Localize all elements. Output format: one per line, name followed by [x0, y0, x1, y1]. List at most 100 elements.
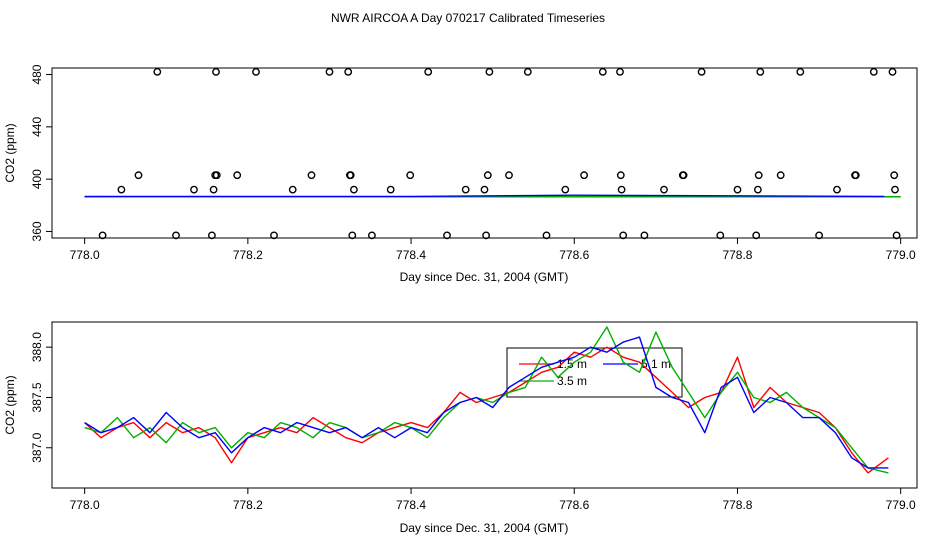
top-plot-frame [51, 67, 918, 239]
data-point [367, 231, 376, 240]
data-point [561, 185, 570, 194]
data-point [869, 68, 878, 76]
series-line-3-5-m [84, 326, 889, 474]
data-point [480, 185, 489, 194]
data-point [190, 185, 198, 194]
data-point [344, 68, 353, 76]
y-tick-label: 360 [30, 221, 44, 241]
data-point [679, 171, 688, 180]
data-point [891, 185, 899, 194]
data-point [754, 185, 762, 194]
x-tick-label: 778.2 [233, 248, 263, 262]
y-tick-label: 387.5 [30, 382, 44, 412]
data-point [697, 68, 706, 76]
data-point [346, 171, 355, 180]
data-point [752, 231, 761, 240]
data-point [892, 231, 901, 240]
y-tick-label: 400 [30, 169, 44, 189]
data-point [270, 231, 278, 240]
data-point [252, 68, 260, 76]
x-tick-label: 779.0 [886, 248, 916, 262]
x-tick-label: 778.6 [559, 498, 589, 512]
data-point [580, 171, 588, 180]
bottom-y-axis-label: CO2 (ppm) [3, 375, 17, 434]
data-point [207, 231, 216, 240]
series-line-5-1-m [84, 336, 889, 469]
data-point [616, 68, 624, 76]
data-point [485, 68, 494, 76]
data-point [619, 231, 628, 240]
data-point [233, 171, 242, 180]
bottom-series-lines [84, 326, 889, 474]
data-point [598, 68, 607, 76]
data-point [796, 68, 805, 76]
series-line-1-5-m [84, 346, 889, 474]
top-x-axis-label: Day since Dec. 31, 2004 (GMT) [400, 270, 569, 284]
data-point [424, 68, 433, 76]
y-tick-label: 387.0 [30, 432, 44, 462]
series-line-2 [84, 194, 885, 198]
x-tick-label: 778.8 [722, 498, 752, 512]
y-tick-label: 480 [30, 64, 44, 84]
data-point [733, 185, 742, 194]
legend-box [506, 347, 683, 398]
top-y-axis-label: CO2 (ppm) [3, 123, 17, 182]
data-point [209, 185, 218, 194]
data-point [542, 231, 551, 240]
x-tick-label: 778.2 [233, 498, 263, 512]
data-point [212, 171, 221, 180]
x-tick-label: 778.6 [559, 248, 589, 262]
data-point [483, 171, 492, 180]
y-tick-label: 388.0 [30, 332, 44, 362]
bottom-x-axis-label: Day since Dec. 31, 2004 (GMT) [400, 521, 569, 535]
legend-label-5-1m: 5.1 m [641, 357, 671, 371]
data-point [117, 185, 126, 194]
data-point [212, 68, 220, 76]
data-point [98, 231, 107, 240]
x-tick-label: 778.4 [396, 498, 426, 512]
data-point [134, 171, 143, 180]
data-point [888, 68, 897, 76]
top-series-lines [84, 194, 901, 198]
x-tick-label: 778.0 [70, 248, 100, 262]
data-point [890, 171, 899, 180]
data-point [386, 185, 395, 194]
data-point [660, 185, 668, 194]
data-point [325, 68, 334, 76]
bottom-x-axis: 778.0 778.2 778.4 778.6 778.8 779.0 [70, 488, 916, 512]
top-y-axis: 360 400 440 480 [30, 64, 52, 241]
data-point [406, 171, 415, 180]
data-point [443, 231, 451, 240]
data-point [851, 171, 860, 180]
data-point [307, 171, 316, 180]
x-tick-label: 778.8 [722, 248, 752, 262]
legend-label-3-5m: 3.5 m [557, 374, 587, 388]
top-x-axis: 778.0 778.2 778.4 778.6 778.8 779.0 [70, 238, 916, 262]
bottom-y-axis: 387.0 387.5 388.0 [30, 332, 52, 463]
data-point [153, 68, 162, 76]
top-scatter-points [98, 68, 901, 240]
data-point [461, 185, 470, 194]
legend: 1.5 m 3.5 m 5.1 m [506, 347, 683, 398]
x-tick-label: 779.0 [886, 498, 916, 512]
x-tick-label: 778.4 [396, 248, 426, 262]
data-point [505, 171, 513, 180]
x-tick-label: 778.0 [70, 498, 100, 512]
data-point [617, 185, 626, 194]
data-point [482, 231, 490, 240]
data-point [716, 231, 725, 240]
data-point [523, 68, 532, 76]
bottom-panel: 1.5 m 3.5 m 5.1 m 778.0 778.2 778.4 778.6 77… [3, 321, 918, 535]
data-point [754, 171, 763, 180]
data-point [616, 171, 625, 180]
data-point [833, 185, 841, 194]
data-point [756, 68, 765, 76]
data-point [815, 231, 823, 240]
y-tick-label: 440 [30, 117, 44, 137]
data-point [640, 231, 649, 240]
data-point [776, 171, 785, 180]
top-panel: 778.0 778.2 778.4 778.6 778.8 779.0 360 400 440… [3, 64, 918, 284]
figure-title: NWR AIRCOA A Day 070217 Calibrated Times… [331, 11, 605, 25]
bottom-plot-frame [51, 321, 918, 489]
